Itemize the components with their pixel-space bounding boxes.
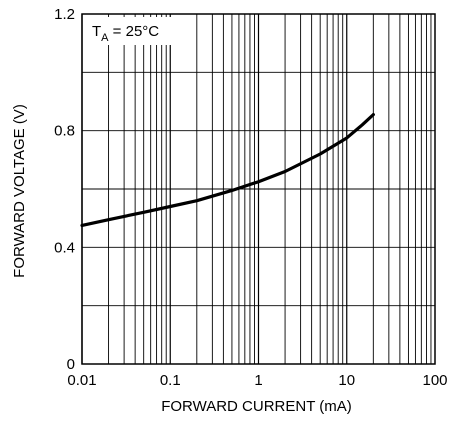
x-tick-label: 1 bbox=[254, 372, 262, 389]
x-tick-label: 0.01 bbox=[67, 372, 96, 389]
y-tick-label: 0.8 bbox=[54, 123, 75, 140]
plot-frame bbox=[81, 13, 436, 365]
annotation-subscript: A bbox=[101, 32, 109, 44]
series-line bbox=[80, 113, 375, 228]
annotation-background bbox=[86, 17, 172, 45]
y-tick-label: 1.2 bbox=[54, 6, 75, 23]
x-tick-labels: 0.01 0.1 1 10 100 bbox=[67, 372, 447, 389]
temperature-annotation: TA = 25°C bbox=[86, 17, 172, 45]
y-tick-label: 0.4 bbox=[54, 239, 75, 256]
y-tick-label: 0 bbox=[67, 356, 75, 373]
annotation-prefix: T bbox=[92, 23, 101, 40]
annotation-text: TA = 25°C bbox=[92, 23, 159, 44]
y-axis-title: FORWARD VOLTAGE (V) bbox=[11, 104, 28, 278]
annotation-suffix: = 25°C bbox=[109, 23, 160, 40]
x-tick-label: 0.1 bbox=[160, 372, 181, 389]
x-axis-title: FORWARD CURRENT (mA) bbox=[161, 398, 352, 415]
x-tick-label: 10 bbox=[338, 372, 355, 389]
series-layer bbox=[80, 113, 375, 228]
x-tick-label: 100 bbox=[422, 372, 447, 389]
grid bbox=[81, 14, 435, 364]
y-tick-labels: 0 0.4 0.8 1.2 bbox=[54, 6, 75, 373]
